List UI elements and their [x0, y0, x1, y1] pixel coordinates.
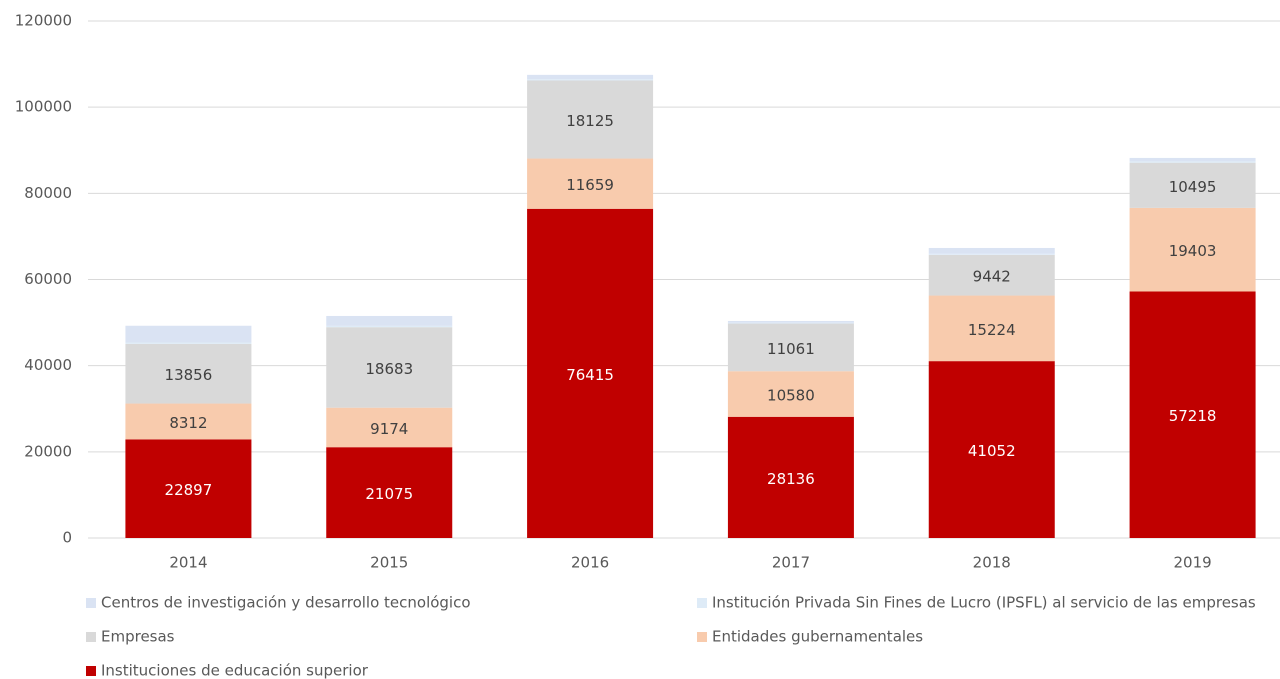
data-label: 21075	[365, 485, 413, 503]
legend-label: Institución Privada Sin Fines de Lucro (…	[712, 594, 1256, 612]
x-tick-label: 2016	[571, 554, 609, 572]
legend-label: Instituciones de educación superior	[101, 662, 369, 679]
data-label: 41052	[968, 442, 1016, 460]
bar-segment	[928, 361, 1055, 538]
data-label: 11659	[566, 176, 614, 194]
data-label: 10580	[767, 386, 815, 404]
data-label: 22897	[165, 481, 213, 499]
bar-segment	[125, 439, 252, 538]
bar-segment	[125, 325, 252, 343]
data-label: 11061	[767, 340, 815, 358]
bar-segment	[928, 253, 1055, 255]
bar-segment	[1129, 291, 1256, 538]
legend-swatch	[86, 666, 96, 676]
bar-segment	[326, 327, 453, 408]
bar-segment	[1129, 162, 1256, 208]
x-tick-label: 2018	[973, 554, 1011, 572]
x-tick-label: 2017	[772, 554, 810, 572]
legend-swatch	[86, 632, 96, 642]
x-tick-label: 2015	[370, 554, 408, 572]
y-tick-label: 20000	[24, 442, 72, 460]
bar-segment	[326, 447, 453, 538]
bar-segment	[727, 371, 854, 417]
legend-label: Empresas	[101, 628, 175, 646]
data-label: 8312	[169, 414, 207, 432]
y-tick-label: 100000	[15, 98, 72, 116]
y-tick-label: 40000	[24, 356, 72, 374]
legend-swatch	[697, 598, 707, 608]
bar-segment	[1129, 161, 1256, 163]
bar-segment	[527, 74, 654, 80]
bar-segment	[928, 254, 1055, 296]
bar-segment	[527, 80, 654, 159]
data-label: 15224	[968, 321, 1016, 339]
bar-segment	[125, 342, 252, 344]
bar-segment	[527, 79, 654, 81]
bar-segment	[527, 158, 654, 209]
bar-segment	[527, 208, 654, 539]
bar-segment	[727, 416, 854, 538]
data-label: 10495	[1169, 178, 1217, 196]
x-tick-label: 2014	[169, 554, 207, 572]
legend-swatch	[697, 632, 707, 642]
bar-segment	[125, 343, 252, 404]
bar-segment	[326, 325, 453, 328]
data-label: 57218	[1169, 407, 1217, 425]
y-tick-label: 0	[62, 529, 72, 547]
bar-segment	[928, 247, 1055, 254]
data-label: 19403	[1169, 242, 1217, 260]
data-label: 18683	[365, 360, 413, 378]
bar-segment	[727, 320, 854, 323]
data-label: 28136	[767, 470, 815, 488]
data-label: 76415	[566, 366, 614, 384]
legend-swatch	[86, 598, 96, 608]
data-label: 13856	[165, 366, 213, 384]
bar-segment	[326, 407, 453, 448]
legend-label: Entidades gubernamentales	[712, 628, 923, 646]
y-tick-label: 80000	[24, 184, 72, 202]
data-label: 9174	[370, 420, 408, 438]
data-label: 9442	[973, 268, 1011, 286]
bar-segment	[1129, 207, 1256, 292]
bar-segment	[125, 403, 252, 440]
bar-segment	[326, 315, 453, 326]
legend-label: Centros de investigación y desarrollo te…	[101, 594, 471, 612]
x-tick-label: 2019	[1173, 554, 1211, 572]
y-tick-label: 120000	[15, 12, 72, 30]
bar-segment	[727, 322, 854, 324]
bar-segment	[1129, 157, 1256, 162]
data-label: 18125	[566, 112, 614, 130]
y-tick-label: 60000	[24, 270, 72, 288]
bar-segment	[928, 295, 1055, 362]
bar-segment	[727, 323, 854, 372]
